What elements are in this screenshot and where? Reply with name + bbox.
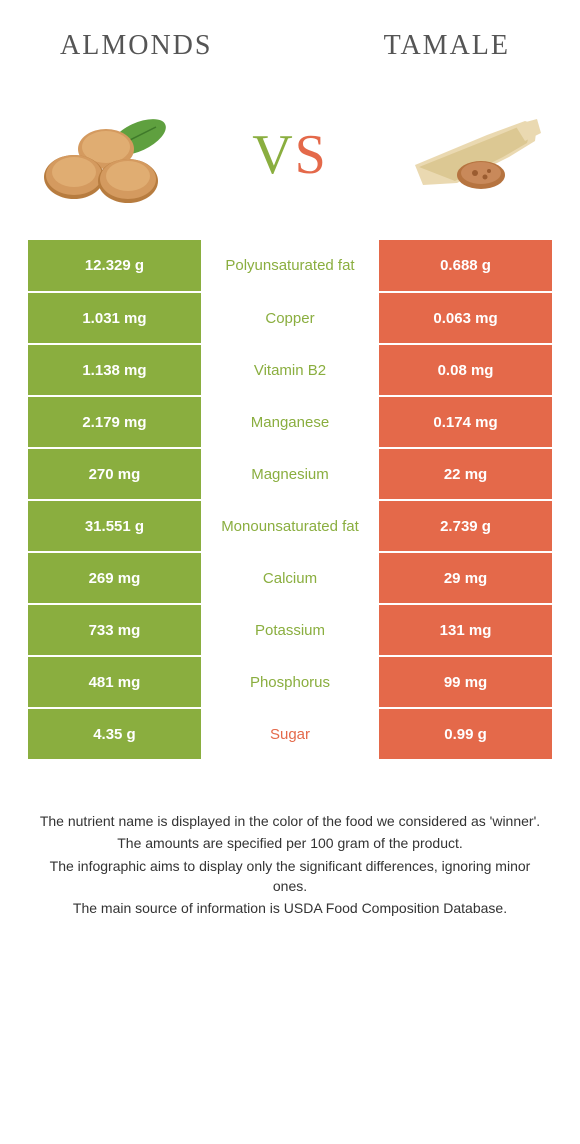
tamale-icon xyxy=(397,97,552,212)
value-b: 0.688 g xyxy=(379,240,552,292)
value-b: 29 mg xyxy=(379,552,552,604)
comparison-table: 12.329 gPolyunsaturated fat0.688 g1.031 … xyxy=(28,240,552,761)
food-b-title: Tamale xyxy=(384,30,510,62)
comparison-table-wrap: 12.329 gPolyunsaturated fat0.688 g1.031 … xyxy=(0,222,580,761)
footnote-3: The infographic aims to display only the… xyxy=(34,856,546,897)
value-b: 0.063 mg xyxy=(379,292,552,344)
value-a: 269 mg xyxy=(28,552,201,604)
nutrient-label: Monounsaturated fat xyxy=(201,500,379,552)
value-b: 131 mg xyxy=(379,604,552,656)
footnote-4: The main source of information is USDA F… xyxy=(34,898,546,918)
nutrient-label: Manganese xyxy=(201,396,379,448)
table-row: 31.551 gMonounsaturated fat2.739 g xyxy=(28,500,552,552)
value-b: 2.739 g xyxy=(379,500,552,552)
vs-s: S xyxy=(295,124,328,186)
vs-label: VS xyxy=(252,123,328,187)
footnotes: The nutrient name is displayed in the co… xyxy=(0,761,580,918)
nutrient-label: Polyunsaturated fat xyxy=(201,240,379,292)
value-a: 31.551 g xyxy=(28,500,201,552)
footnote-1: The nutrient name is displayed in the co… xyxy=(34,811,546,831)
value-a: 481 mg xyxy=(28,656,201,708)
value-b: 0.99 g xyxy=(379,708,552,760)
table-row: 1.031 mgCopper0.063 mg xyxy=(28,292,552,344)
table-row: 481 mgPhosphorus99 mg xyxy=(28,656,552,708)
value-a: 1.031 mg xyxy=(28,292,201,344)
value-a: 12.329 g xyxy=(28,240,201,292)
table-row: 270 mgMagnesium22 mg xyxy=(28,448,552,500)
value-b: 0.08 mg xyxy=(379,344,552,396)
value-b: 0.174 mg xyxy=(379,396,552,448)
nutrient-label: Copper xyxy=(201,292,379,344)
nutrient-label: Sugar xyxy=(201,708,379,760)
value-b: 22 mg xyxy=(379,448,552,500)
nutrient-label: Phosphorus xyxy=(201,656,379,708)
value-a: 2.179 mg xyxy=(28,396,201,448)
value-b: 99 mg xyxy=(379,656,552,708)
table-row: 4.35 gSugar0.99 g xyxy=(28,708,552,760)
nutrient-label: Vitamin B2 xyxy=(201,344,379,396)
food-a-title: Almonds xyxy=(60,30,212,62)
value-a: 1.138 mg xyxy=(28,344,201,396)
nutrient-label: Potassium xyxy=(201,604,379,656)
header: Almonds Tamale xyxy=(0,0,580,82)
nutrient-label: Calcium xyxy=(201,552,379,604)
table-row: 1.138 mgVitamin B20.08 mg xyxy=(28,344,552,396)
almonds-icon xyxy=(28,97,183,212)
table-row: 12.329 gPolyunsaturated fat0.688 g xyxy=(28,240,552,292)
value-a: 4.35 g xyxy=(28,708,201,760)
footnote-2: The amounts are specified per 100 gram o… xyxy=(34,833,546,853)
value-a: 270 mg xyxy=(28,448,201,500)
vs-v: V xyxy=(252,124,294,186)
table-row: 2.179 mgManganese0.174 mg xyxy=(28,396,552,448)
table-row: 733 mgPotassium131 mg xyxy=(28,604,552,656)
vs-row: VS xyxy=(0,82,580,222)
table-row: 269 mgCalcium29 mg xyxy=(28,552,552,604)
value-a: 733 mg xyxy=(28,604,201,656)
nutrient-label: Magnesium xyxy=(201,448,379,500)
